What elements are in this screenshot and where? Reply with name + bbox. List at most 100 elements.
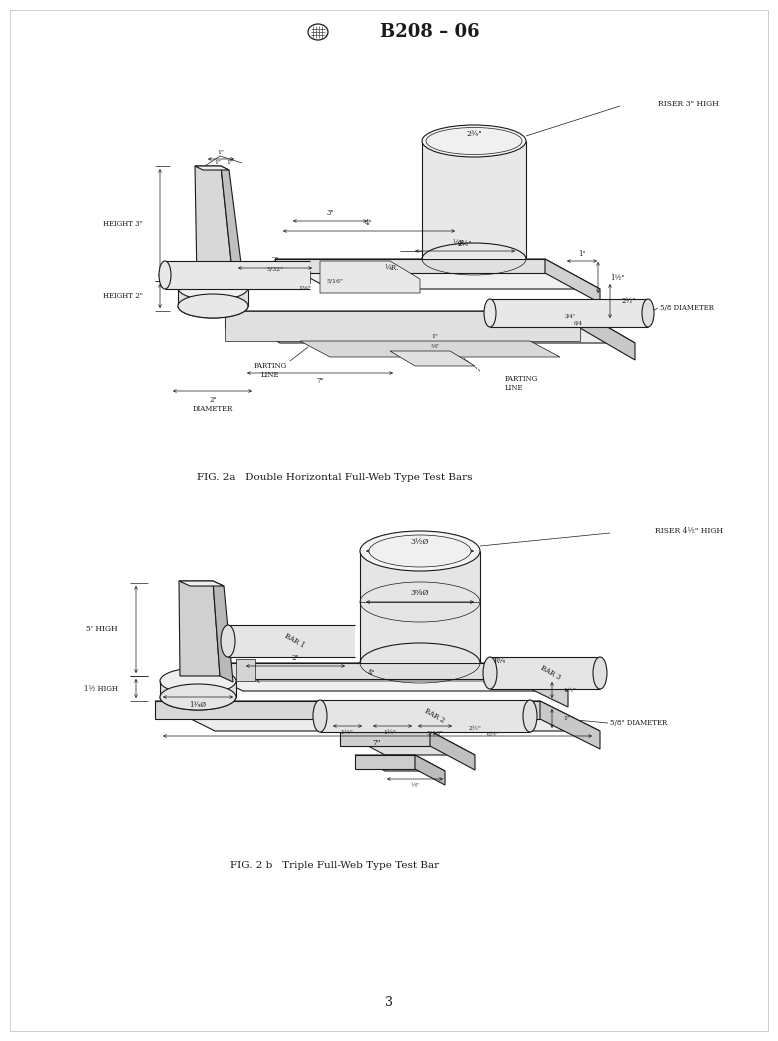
Ellipse shape [313, 700, 327, 732]
Text: 1": 1" [215, 160, 222, 166]
Text: 1½": 1½" [610, 274, 625, 282]
Ellipse shape [426, 127, 522, 154]
Text: 5/16": 5/16" [426, 731, 443, 736]
Text: 1": 1" [218, 151, 224, 155]
Text: 6/4: 6/4 [573, 321, 583, 326]
Polygon shape [160, 681, 236, 697]
Polygon shape [340, 731, 475, 755]
Text: LINE: LINE [505, 384, 524, 392]
Text: 7": 7" [373, 739, 381, 747]
Polygon shape [355, 755, 415, 769]
Polygon shape [355, 755, 445, 771]
Polygon shape [490, 299, 648, 327]
Text: LINE: LINE [261, 371, 279, 379]
Text: 4": 4" [368, 669, 376, 677]
Ellipse shape [360, 531, 480, 572]
Polygon shape [155, 701, 540, 719]
Polygon shape [225, 311, 580, 341]
Ellipse shape [308, 24, 328, 40]
Text: 1½": 1½" [563, 687, 576, 692]
Text: 7": 7" [316, 377, 324, 385]
Polygon shape [540, 701, 600, 750]
Ellipse shape [523, 700, 537, 732]
Text: 1¾": 1¾" [384, 731, 397, 736]
Text: 2½": 2½" [457, 240, 472, 248]
Text: 5/8 DIAMETER: 5/8 DIAMETER [660, 304, 714, 312]
Text: HEIGHT 3": HEIGHT 3" [103, 220, 143, 228]
Text: 2¾": 2¾" [466, 130, 482, 138]
Text: 2": 2" [209, 396, 217, 404]
Polygon shape [275, 259, 545, 273]
Polygon shape [225, 311, 580, 328]
Text: 2½": 2½" [622, 297, 636, 305]
Polygon shape [390, 351, 475, 366]
Text: 3½Ø: 3½Ø [411, 538, 429, 545]
Polygon shape [430, 731, 475, 770]
Text: 2½": 2½" [468, 727, 482, 732]
Text: PARTING: PARTING [254, 362, 286, 370]
Text: 1": 1" [432, 334, 439, 339]
Text: 1": 1" [226, 160, 233, 166]
Polygon shape [185, 663, 568, 691]
Ellipse shape [221, 625, 235, 657]
Text: 2": 2" [291, 654, 299, 662]
Polygon shape [195, 166, 229, 170]
Polygon shape [228, 271, 310, 283]
Polygon shape [422, 141, 526, 259]
Text: HEIGHT 2": HEIGHT 2" [103, 291, 143, 300]
Polygon shape [155, 701, 600, 731]
Text: BAR 1: BAR 1 [283, 632, 307, 650]
Text: 6¼": 6¼" [486, 733, 499, 737]
Text: 3/4": 3/4" [564, 313, 576, 319]
Text: 1": 1" [563, 716, 569, 721]
Text: FIG. 2a   Double Horizontal Full-Web Type Test Bars: FIG. 2a Double Horizontal Full-Web Type … [198, 474, 473, 482]
Ellipse shape [178, 294, 248, 318]
Polygon shape [236, 659, 255, 681]
Text: 3: 3 [385, 996, 393, 1010]
Polygon shape [320, 700, 530, 732]
Polygon shape [228, 625, 355, 657]
Polygon shape [275, 259, 600, 289]
Polygon shape [510, 663, 568, 707]
Text: 1": 1" [578, 250, 586, 258]
Ellipse shape [642, 299, 654, 327]
Text: ⅜": ⅜" [430, 345, 440, 350]
Text: 1⅜": 1⅜" [299, 285, 311, 290]
Text: 1¾Ø: 1¾Ø [190, 701, 206, 709]
Polygon shape [165, 261, 310, 289]
Text: 4": 4" [365, 219, 373, 227]
Polygon shape [179, 581, 220, 676]
Text: BAR 2: BAR 2 [423, 707, 447, 725]
Text: PARTING: PARTING [505, 375, 538, 383]
Polygon shape [179, 581, 224, 586]
Polygon shape [360, 551, 480, 663]
Text: 5' HIGH: 5' HIGH [86, 625, 118, 633]
Polygon shape [225, 311, 635, 342]
Text: RISER 4½" HIGH: RISER 4½" HIGH [655, 527, 723, 535]
Ellipse shape [483, 657, 497, 689]
Text: 3⅝Ø: 3⅝Ø [411, 589, 429, 596]
Text: R¼: R¼ [494, 657, 506, 665]
Polygon shape [545, 259, 600, 303]
Ellipse shape [160, 684, 236, 710]
Text: 3": 3" [326, 209, 334, 217]
Text: ¼": ¼" [411, 784, 419, 788]
Text: FIG. 2 b   Triple Full-Web Type Test Bar: FIG. 2 b Triple Full-Web Type Test Bar [230, 862, 440, 870]
Polygon shape [340, 731, 430, 746]
Text: B208 – 06: B208 – 06 [380, 23, 479, 41]
Polygon shape [213, 581, 233, 682]
Ellipse shape [593, 657, 607, 689]
Text: 2": 2" [271, 256, 279, 264]
Polygon shape [221, 166, 244, 286]
Polygon shape [320, 261, 420, 293]
Text: 5/16": 5/16" [327, 279, 343, 283]
Text: RISER 3" HIGH: RISER 3" HIGH [658, 100, 719, 108]
Ellipse shape [369, 535, 471, 567]
Text: 1½ HIGH: 1½ HIGH [84, 685, 118, 693]
Text: BAR 3: BAR 3 [538, 664, 562, 682]
Text: 5/8" DIAMETER: 5/8" DIAMETER [610, 719, 668, 727]
Ellipse shape [160, 668, 236, 694]
Ellipse shape [484, 299, 496, 327]
Ellipse shape [178, 276, 248, 300]
Text: 1¼": 1¼" [341, 731, 353, 736]
